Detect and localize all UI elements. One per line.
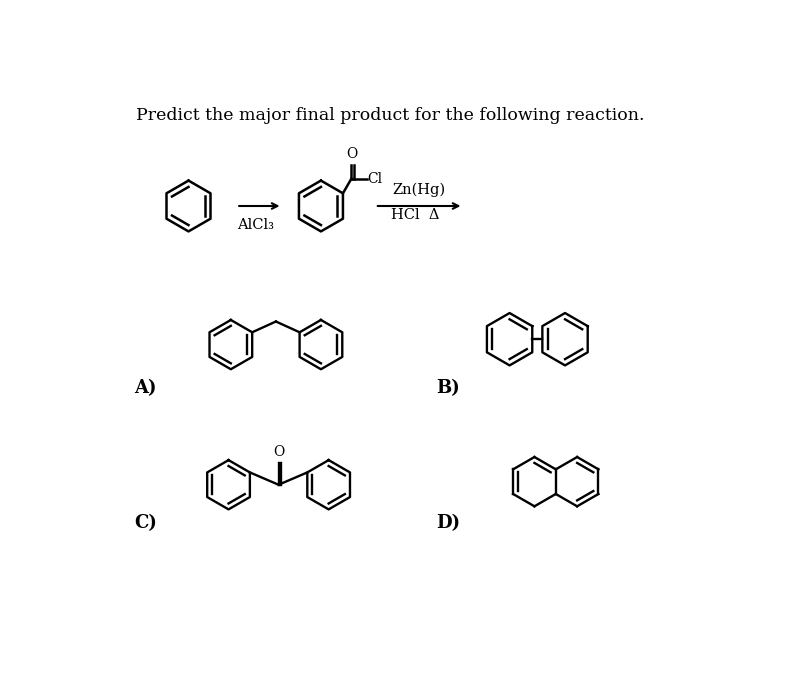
Text: HCl  Δ: HCl Δ xyxy=(391,208,439,222)
Text: Cl: Cl xyxy=(368,172,383,186)
Text: AlCl₃: AlCl₃ xyxy=(237,217,274,232)
Text: D): D) xyxy=(436,514,461,532)
Text: C): C) xyxy=(135,514,158,532)
Text: Zn(Hg): Zn(Hg) xyxy=(392,182,446,197)
Text: A): A) xyxy=(135,380,157,397)
Text: O: O xyxy=(274,445,285,460)
Text: O: O xyxy=(345,147,357,161)
Text: Predict the major final product for the following reaction.: Predict the major final product for the … xyxy=(136,108,645,124)
Text: B): B) xyxy=(436,380,460,397)
